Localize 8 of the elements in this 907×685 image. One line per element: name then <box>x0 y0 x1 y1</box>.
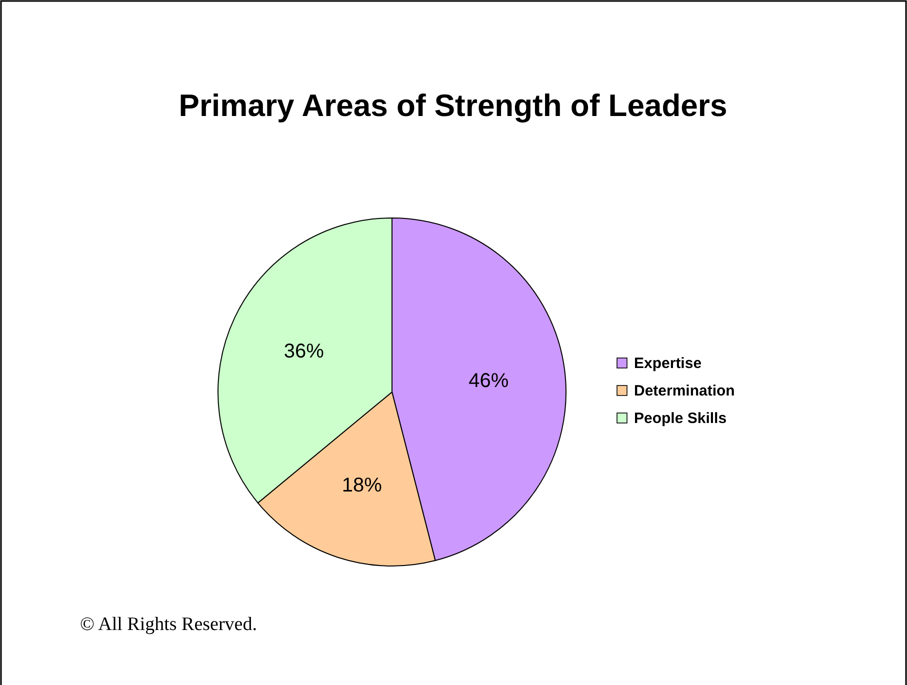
data-label: 46% <box>468 370 509 392</box>
legend-label: People Skills <box>634 410 727 427</box>
chart-title: Primary Areas of Strength of Leaders <box>178 88 728 123</box>
data-label: 36% <box>284 340 324 363</box>
data-label: 18% <box>342 474 382 497</box>
text: © All Rights Reserved. <box>80 614 257 635</box>
legend-label: Determination <box>634 382 735 400</box>
legend-label: Expertise <box>634 355 702 372</box>
